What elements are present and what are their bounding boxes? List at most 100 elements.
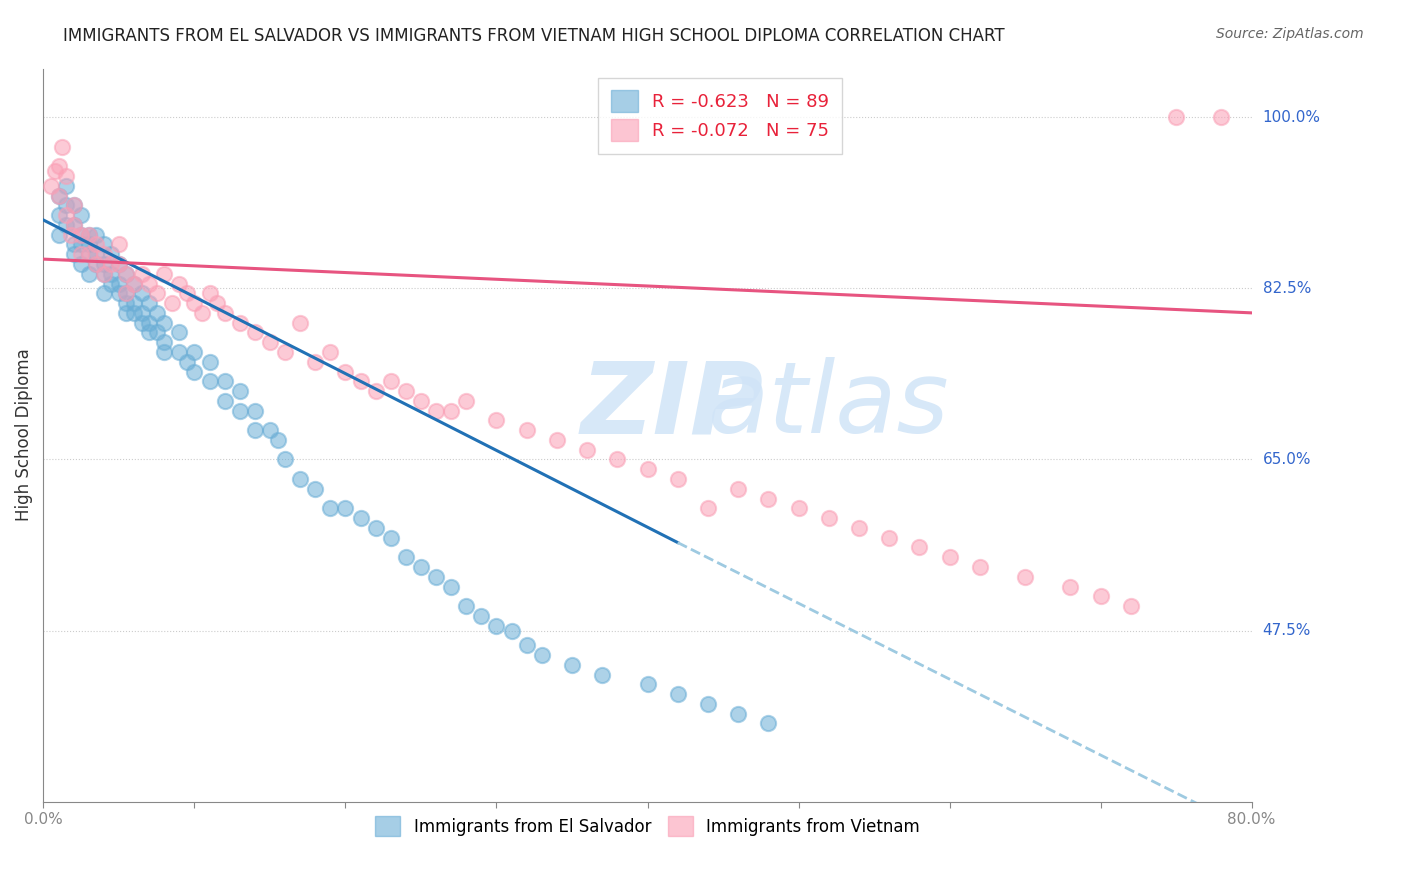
Point xyxy=(696,501,718,516)
Point xyxy=(470,608,492,623)
Point xyxy=(160,296,183,310)
Point xyxy=(84,227,107,242)
Point xyxy=(108,286,131,301)
Point xyxy=(516,423,538,437)
Point xyxy=(48,188,70,202)
Point xyxy=(205,296,228,310)
Point xyxy=(380,374,402,388)
Point xyxy=(48,188,70,202)
Point xyxy=(70,247,93,261)
Point xyxy=(48,227,70,242)
Point xyxy=(169,326,191,340)
Point xyxy=(229,384,252,398)
Point xyxy=(138,326,160,340)
Point xyxy=(637,677,659,691)
Point xyxy=(138,277,160,291)
Text: 82.5%: 82.5% xyxy=(1263,281,1310,296)
Point xyxy=(259,335,281,350)
Point xyxy=(756,716,779,731)
Point xyxy=(485,618,508,632)
Point xyxy=(93,247,115,261)
Point xyxy=(77,227,100,242)
Point xyxy=(696,697,718,711)
Point xyxy=(62,198,84,212)
Point xyxy=(77,247,100,261)
Point xyxy=(229,316,252,330)
Point xyxy=(727,482,749,496)
Point xyxy=(55,169,77,183)
Point xyxy=(122,277,145,291)
Legend: Immigrants from El Salvador, Immigrants from Vietnam: Immigrants from El Salvador, Immigrants … xyxy=(367,807,928,845)
Point xyxy=(51,139,73,153)
Point xyxy=(243,403,266,417)
Point xyxy=(93,286,115,301)
Point xyxy=(153,267,176,281)
Point xyxy=(39,178,62,193)
Text: 47.5%: 47.5% xyxy=(1263,623,1310,638)
Point xyxy=(77,227,100,242)
Point xyxy=(115,306,138,320)
Text: ZIP: ZIP xyxy=(581,357,763,454)
Text: IMMIGRANTS FROM EL SALVADOR VS IMMIGRANTS FROM VIETNAM HIGH SCHOOL DIPLOMA CORRE: IMMIGRANTS FROM EL SALVADOR VS IMMIGRANT… xyxy=(63,27,1005,45)
Point xyxy=(666,472,689,486)
Point xyxy=(1090,590,1112,604)
Point xyxy=(335,364,357,378)
Point xyxy=(274,452,297,467)
Point xyxy=(319,501,342,516)
Point xyxy=(546,433,568,447)
Point xyxy=(62,218,84,232)
Point xyxy=(380,531,402,545)
Point xyxy=(84,257,107,271)
Point xyxy=(153,345,176,359)
Point xyxy=(70,227,93,242)
Point xyxy=(938,550,960,565)
Point xyxy=(395,550,418,565)
Point xyxy=(131,306,153,320)
Point xyxy=(93,257,115,271)
Point xyxy=(364,384,387,398)
Point xyxy=(198,286,221,301)
Point xyxy=(409,560,432,574)
Point xyxy=(183,296,205,310)
Point xyxy=(848,521,870,535)
Point xyxy=(183,345,205,359)
Point xyxy=(70,257,93,271)
Point xyxy=(440,403,463,417)
Point xyxy=(93,237,115,252)
Point xyxy=(259,423,281,437)
Point xyxy=(77,247,100,261)
Point xyxy=(198,355,221,369)
Point xyxy=(727,706,749,721)
Point xyxy=(131,286,153,301)
Point xyxy=(637,462,659,476)
Point xyxy=(214,374,236,388)
Point xyxy=(288,472,311,486)
Point xyxy=(169,277,191,291)
Point xyxy=(561,657,583,672)
Point xyxy=(1164,111,1187,125)
Point xyxy=(115,267,138,281)
Point xyxy=(1059,580,1081,594)
Point xyxy=(138,316,160,330)
Point xyxy=(108,237,131,252)
Point xyxy=(501,624,523,638)
Point xyxy=(77,267,100,281)
Point xyxy=(591,667,613,681)
Point xyxy=(425,403,447,417)
Point xyxy=(485,413,508,427)
Point xyxy=(55,208,77,222)
Point xyxy=(319,345,342,359)
Point xyxy=(364,521,387,535)
Point xyxy=(62,218,84,232)
Point xyxy=(456,599,478,613)
Point xyxy=(395,384,418,398)
Point xyxy=(93,267,115,281)
Point xyxy=(100,277,122,291)
Point xyxy=(666,687,689,701)
Point xyxy=(145,326,167,340)
Point xyxy=(55,218,77,232)
Point xyxy=(122,277,145,291)
Point xyxy=(55,198,77,212)
Point xyxy=(349,511,371,525)
Point xyxy=(70,237,93,252)
